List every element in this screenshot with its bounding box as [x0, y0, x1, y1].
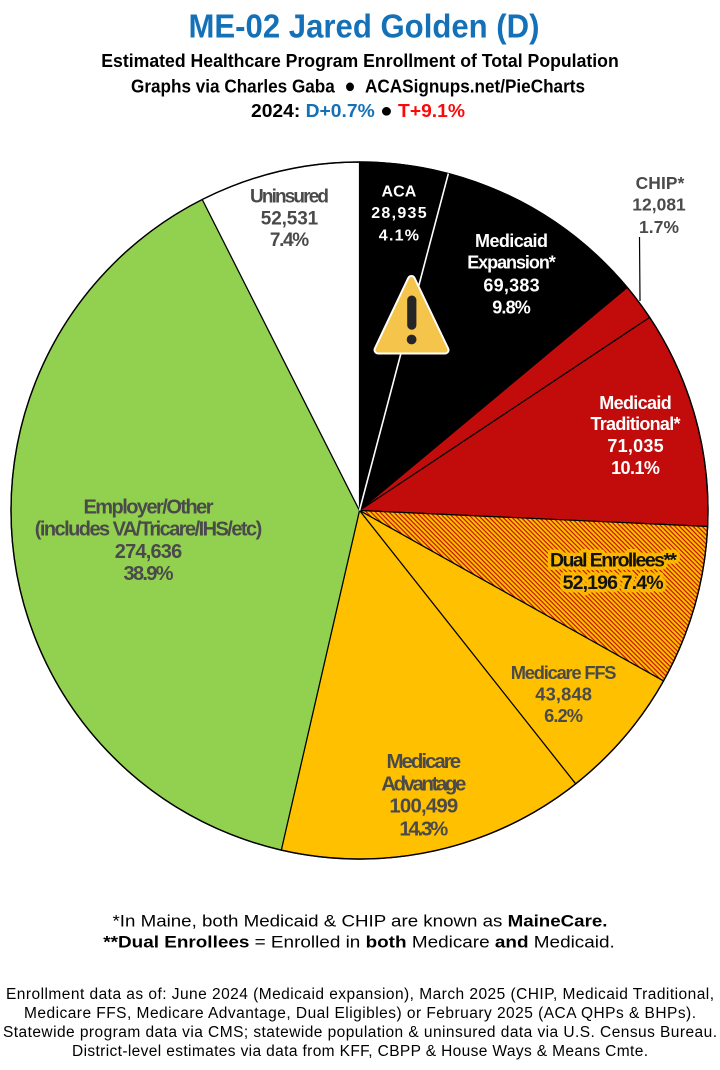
svg-text:CHIP*: CHIP* [636, 173, 685, 193]
svg-text:43,848: 43,848 [535, 684, 592, 705]
svg-text:Estimated Healthcare Program E: Estimated Healthcare Program Enrollment … [101, 50, 619, 71]
svg-text:(includes VA/Tricare/IHS/etc): (includes VA/Tricare/IHS/etc) [35, 519, 263, 541]
svg-text:Employer/Other: Employer/Other [84, 497, 214, 519]
svg-text:12,081: 12,081 [632, 195, 686, 215]
svg-text:Medicaid: Medicaid [599, 393, 672, 413]
svg-text:52,196 7.4%: 52,196 7.4% [563, 572, 664, 594]
svg-text:Advantage: Advantage [381, 773, 466, 795]
svg-text:100,499: 100,499 [389, 796, 458, 818]
svg-text:1.7%: 1.7% [639, 217, 679, 237]
svg-text:2024: D+0.7% ● T+9.1%: 2024: D+0.7% ● T+9.1% [251, 100, 465, 122]
svg-text:Medicaid: Medicaid [475, 231, 548, 251]
svg-text:7.4%: 7.4% [270, 230, 309, 251]
svg-text:10.1%: 10.1% [611, 458, 660, 478]
svg-text:14.3%: 14.3% [399, 818, 448, 840]
svg-text:4.1%: 4.1% [379, 227, 419, 244]
svg-text:**Dual Enrollees = Enrolled in: **Dual Enrollees = Enrolled in both Medi… [103, 932, 614, 951]
svg-text:Enrollment data as of: June 20: Enrollment data as of: June 2024 (Medica… [6, 986, 714, 1003]
svg-text:Dual Enrollees**: Dual Enrollees** [550, 549, 677, 571]
svg-text:*In Maine, both Medicaid & CHI: *In Maine, both Medicaid & CHIP are know… [113, 911, 608, 930]
svg-text:6.2%: 6.2% [544, 705, 583, 726]
svg-text:ACA: ACA [381, 183, 416, 200]
svg-text:Traditional*: Traditional* [591, 414, 681, 434]
svg-text:9.8%: 9.8% [492, 297, 531, 317]
svg-text:Uninsured: Uninsured [250, 187, 329, 208]
svg-text:Statewide program data via CMS: Statewide program data via CMS; statewid… [3, 1024, 717, 1041]
svg-text:Medicare FFS: Medicare FFS [511, 662, 617, 683]
svg-text:ME-02 Jared Golden (D): ME-02 Jared Golden (D) [189, 9, 540, 46]
svg-text:Graphs via Charles Gaba ● AC: Graphs via Charles Gaba ● ACASignups.net… [131, 76, 585, 98]
svg-text:Expansion*: Expansion* [467, 253, 556, 273]
svg-text:71,035: 71,035 [607, 436, 663, 456]
svg-text:Medicare: Medicare [387, 751, 462, 773]
svg-text:274,636: 274,636 [115, 541, 183, 563]
svg-text:52,531: 52,531 [261, 209, 319, 230]
svg-text:38.9%: 38.9% [124, 563, 174, 585]
svg-text:District-level estimates via d: District-level estimates via data from K… [72, 1043, 648, 1060]
svg-text:69,383: 69,383 [483, 276, 539, 296]
svg-text:52,196 7.4%: 52,196 7.4% [563, 572, 664, 594]
svg-text:Medicare FFS, Medicare Advanta: Medicare FFS, Medicare Advantage, Dual E… [24, 1005, 696, 1022]
svg-text:Dual Enrollees**: Dual Enrollees** [550, 549, 677, 571]
svg-text:28,935: 28,935 [371, 205, 426, 222]
